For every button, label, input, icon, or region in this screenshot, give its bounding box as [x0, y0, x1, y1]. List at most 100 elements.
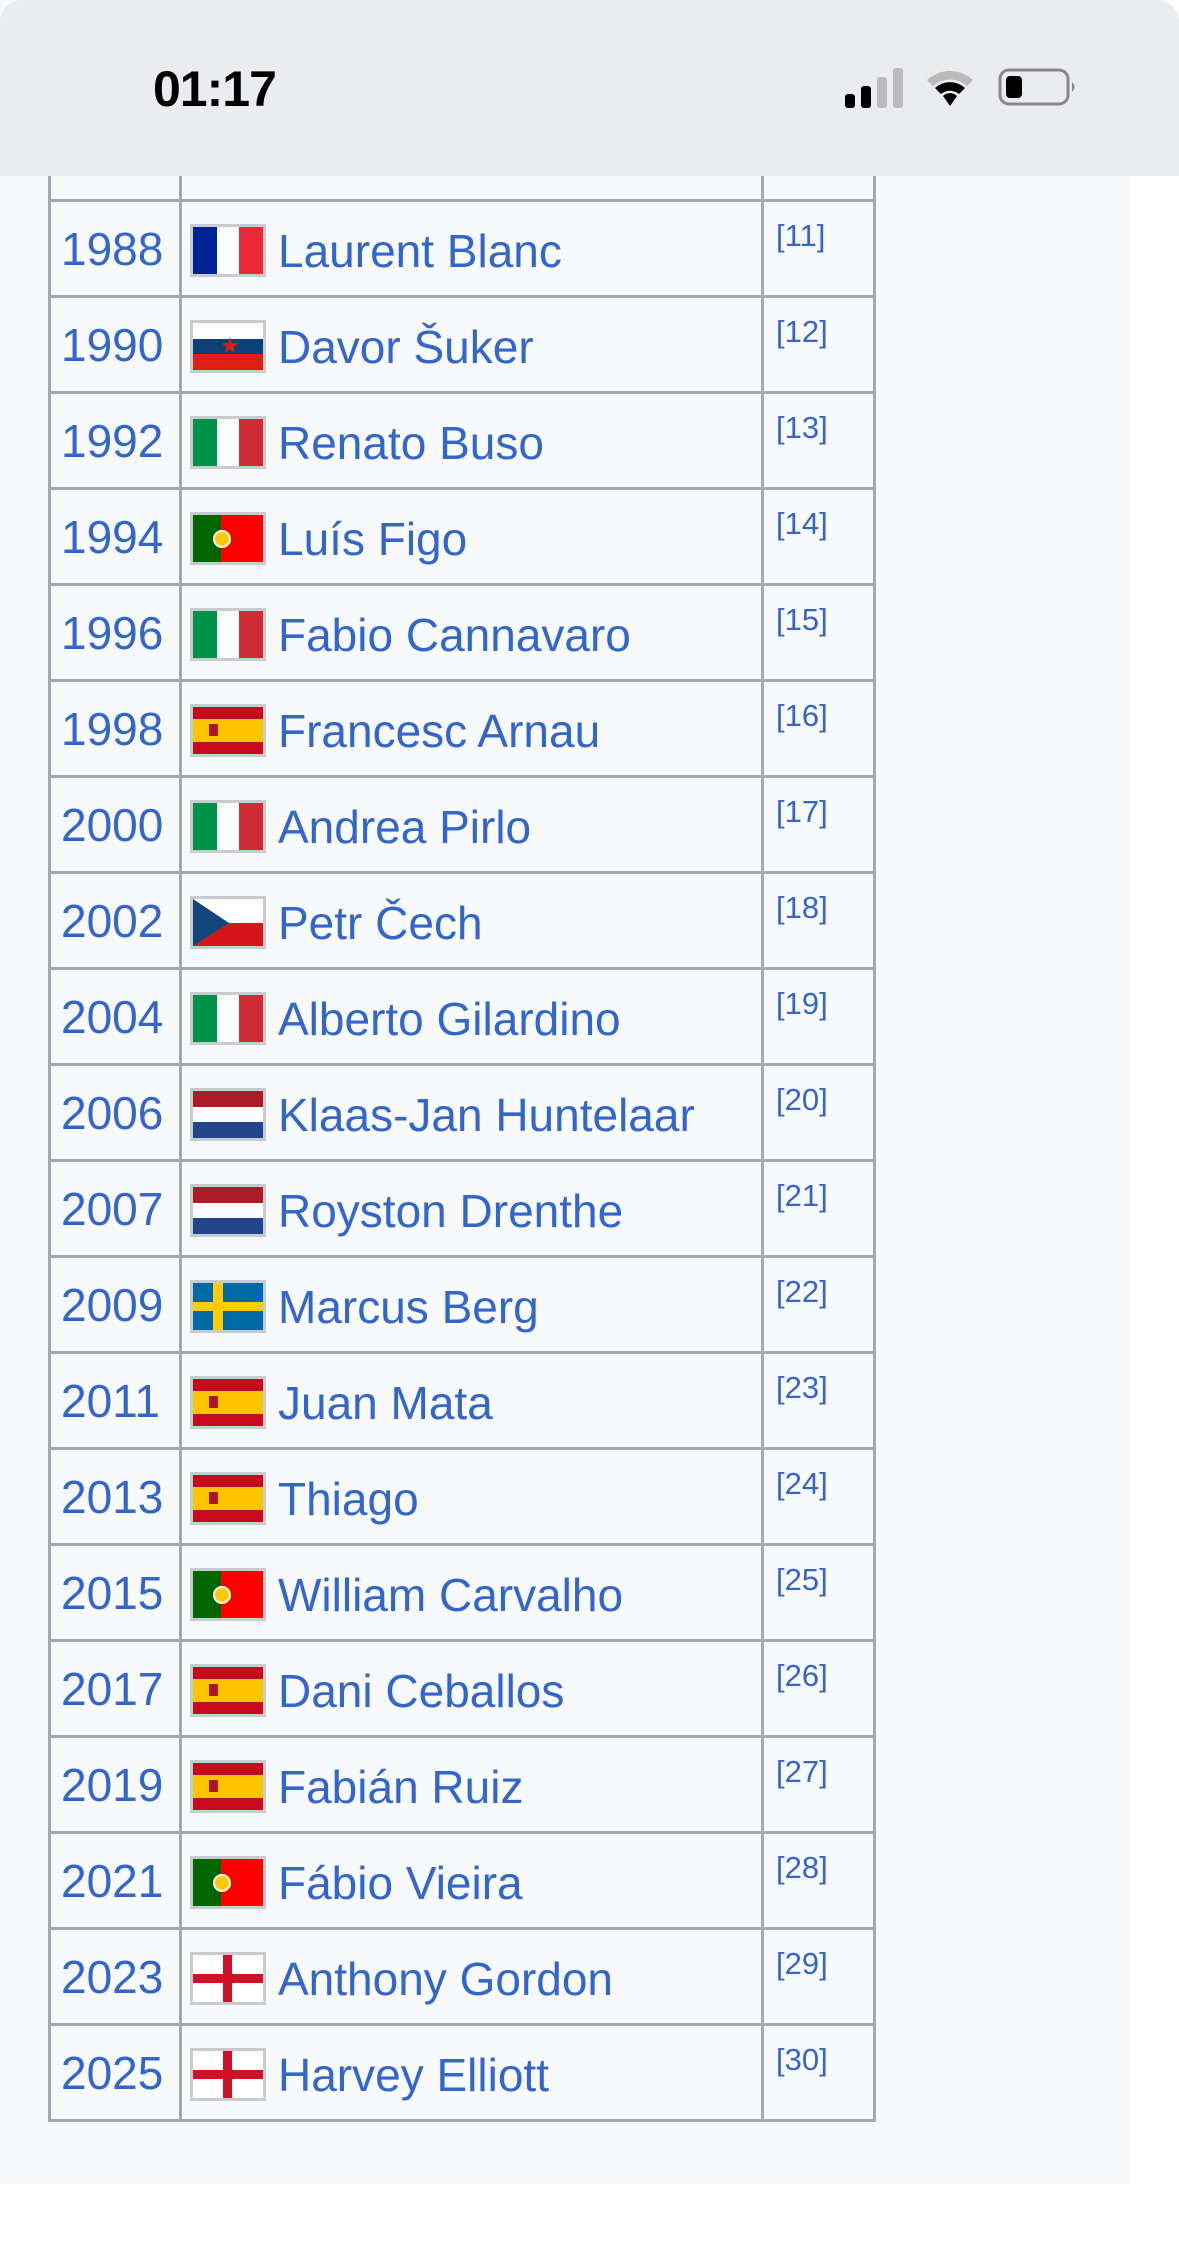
year-link[interactable]: 2023 [61, 1950, 164, 2003]
player-cell: Royston Drenthe [179, 1159, 764, 1258]
reference-link[interactable]: [20] [776, 1082, 828, 1117]
year-cell: 2011 [48, 1351, 182, 1450]
spain-flag-icon [190, 1471, 266, 1525]
ref-cell: [24] [761, 1447, 876, 1546]
reference-link[interactable]: [30] [776, 2042, 828, 2077]
year-link[interactable]: 1996 [61, 606, 164, 659]
year-link[interactable]: 2006 [61, 1086, 164, 1139]
year-link[interactable]: 1988 [61, 222, 164, 275]
clock: 01:17 [153, 61, 277, 117]
reference-link[interactable]: [27] [776, 1754, 828, 1789]
table-row: 2011 Juan Mata [23] [48, 1351, 876, 1450]
reference-link[interactable]: [11] [776, 218, 826, 253]
player-cell: Francesc Arnau [179, 679, 764, 778]
italy-flag-icon [190, 799, 266, 853]
year-cell: 1996 [48, 583, 182, 682]
reference-link[interactable]: [28] [776, 1850, 828, 1885]
portugal-flag-icon [190, 1567, 266, 1621]
player-link[interactable]: Fabián Ruiz [278, 1760, 524, 1813]
player-link[interactable]: Fabio Cannavaro [278, 608, 631, 661]
player-link[interactable]: Klaas-Jan Huntelaar [278, 1088, 695, 1141]
england-flag-icon [190, 2047, 266, 2101]
year-link[interactable]: 2015 [61, 1566, 164, 1619]
year-link[interactable]: 2000 [61, 798, 164, 851]
ref-cell: [19] [761, 967, 876, 1066]
year-cell: 1990 [48, 295, 182, 394]
portugal-flag-icon [190, 1855, 266, 1909]
year-link[interactable]: 2004 [61, 990, 164, 1043]
player-link[interactable]: Petr Čech [278, 896, 483, 949]
player-link[interactable]: Thiago [278, 1472, 419, 1525]
year-link[interactable]: 1990 [61, 318, 164, 371]
reference-link[interactable]: [12] [776, 314, 828, 349]
ref-cell: [20] [761, 1063, 876, 1162]
reference-link[interactable]: [22] [776, 1274, 828, 1309]
reference-link[interactable]: [29] [776, 1946, 828, 1981]
ref-cell: [14] [761, 487, 876, 586]
year-link[interactable]: 2017 [61, 1662, 164, 1715]
reference-link[interactable]: [25] [776, 1562, 828, 1597]
reference-link[interactable]: [17] [776, 794, 828, 829]
table-row: 2007 Royston Drenthe [21] [48, 1159, 876, 1258]
player-link[interactable]: Marcus Berg [278, 1280, 539, 1333]
player-link[interactable]: Renato Buso [278, 416, 544, 469]
player-link[interactable]: Laurent Blanc [278, 224, 562, 277]
table-row: 1994 Luís Figo [14] [48, 487, 876, 586]
year-link[interactable]: 1994 [61, 510, 164, 563]
year-link[interactable]: 2021 [61, 1854, 164, 1907]
ref-cell: [28] [761, 1831, 876, 1930]
player-link[interactable]: Royston Drenthe [278, 1184, 624, 1237]
sweden-flag-icon [190, 1279, 266, 1333]
year-link[interactable]: 1998 [61, 702, 164, 755]
year-link[interactable]: 2019 [61, 1758, 164, 1811]
player-link[interactable]: William Carvalho [278, 1568, 624, 1621]
player-cell: Fábio Vieira [179, 1831, 764, 1930]
table-row: 2021 Fábio Vieira [28] [48, 1831, 876, 1930]
year-link[interactable]: 2013 [61, 1470, 164, 1523]
player-link[interactable]: Alberto Gilardino [278, 992, 621, 1045]
table-row: 2000 Andrea Pirlo [17] [48, 775, 876, 874]
player-link[interactable]: Juan Mata [278, 1376, 493, 1429]
player-link[interactable]: Anthony Gordon [278, 1952, 614, 2005]
year-link[interactable]: 2009 [61, 1278, 164, 1331]
table-row: 2009 Marcus Berg [22] [48, 1255, 876, 1354]
reference-link[interactable]: [16] [776, 698, 828, 733]
ref-cell: [21] [761, 1159, 876, 1258]
year-cell: 2006 [48, 1063, 182, 1162]
ref-cell: [22] [761, 1255, 876, 1354]
year-cell: 2017 [48, 1639, 182, 1738]
player-link[interactable]: Fábio Vieira [278, 1856, 523, 1909]
player-link[interactable]: Luís Figo [278, 512, 468, 565]
ref-cell: [13] [761, 391, 876, 490]
italy-flag-icon [190, 415, 266, 469]
year-link[interactable]: 2007 [61, 1182, 164, 1235]
table-row: 1988 Laurent Blanc [11] [48, 199, 876, 298]
ref-cell: [17] [761, 775, 876, 874]
reference-link[interactable]: [26] [776, 1658, 828, 1693]
player-link[interactable]: Harvey Elliott [278, 2048, 549, 2101]
reference-link[interactable]: [23] [776, 1370, 828, 1405]
year-cell: 1994 [48, 487, 182, 586]
player-link[interactable]: Dani Ceballos [278, 1664, 565, 1717]
year-link[interactable]: 2025 [61, 2046, 164, 2099]
reference-link[interactable]: [14] [776, 506, 828, 541]
year-link[interactable]: 1992 [61, 414, 164, 467]
reference-link[interactable]: [19] [776, 986, 828, 1021]
player-link[interactable]: Francesc Arnau [278, 704, 601, 757]
wifi-icon [927, 71, 973, 106]
table-row: 2015 William Carvalho [25] [48, 1543, 876, 1642]
spain-flag-icon [190, 703, 266, 757]
netherlands-flag-icon [190, 1087, 266, 1141]
reference-link[interactable]: [15] [776, 602, 828, 637]
player-link[interactable]: Davor Šuker [278, 320, 534, 373]
reference-link[interactable]: [13] [776, 410, 828, 445]
table-row: 1992 Renato Buso [13] [48, 391, 876, 490]
reference-link[interactable]: [21] [776, 1178, 828, 1213]
year-link[interactable]: 2002 [61, 894, 164, 947]
player-link[interactable]: Andrea Pirlo [278, 800, 532, 853]
player-cell: Marcus Berg [179, 1255, 764, 1354]
reference-link[interactable]: [18] [776, 890, 828, 925]
reference-link[interactable]: [24] [776, 1466, 828, 1501]
player-cell: Renato Buso [179, 391, 764, 490]
year-link[interactable]: 2011 [61, 1374, 160, 1427]
